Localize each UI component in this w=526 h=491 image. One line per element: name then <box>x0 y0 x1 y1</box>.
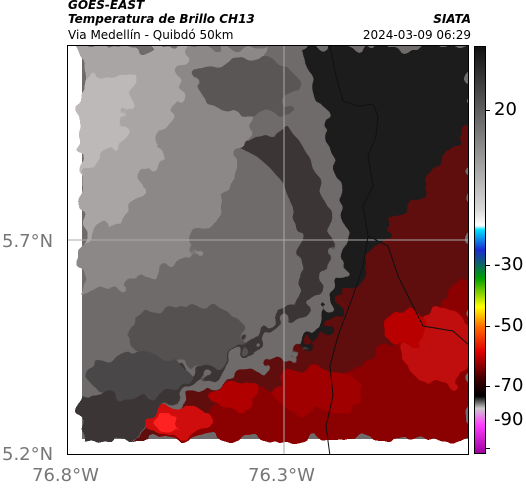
colorbar-tick-label: -90 <box>494 409 524 430</box>
colorbar-tick-label: -30 <box>494 254 524 275</box>
longitude-label: 76.8°W <box>32 465 99 486</box>
colorbar-tick <box>486 265 490 266</box>
colorbar-tick-label: -70 <box>494 375 524 396</box>
brightness-temperature-field <box>68 46 468 454</box>
department-boundary <box>329 46 468 345</box>
product-title: Temperatura de Brillo CH13 <box>68 12 255 26</box>
colorbar-tick <box>486 448 490 449</box>
route-subtitle: Via Medellín - Quibdó 50km <box>68 28 234 42</box>
latitude-label: 5.2°N <box>2 444 54 465</box>
satellite-map <box>67 45 469 455</box>
cloud-temperature-contours <box>82 46 468 439</box>
latitude-label: 5.7°N <box>2 231 54 252</box>
colorbar-tick-label: -50 <box>494 315 524 336</box>
product-source: GOES-EAST <box>68 0 145 12</box>
department-boundary-south <box>325 235 369 454</box>
timestamp-label: 2024-03-09 06:29 <box>362 28 471 42</box>
colorbar <box>474 46 486 454</box>
colorbar-tick <box>486 110 490 111</box>
organization-label: SIATA <box>433 12 471 26</box>
colorbar-tick-label: 20 <box>494 99 517 120</box>
longitude-label: 76.3°W <box>248 465 315 486</box>
colorbar-tick <box>486 326 490 327</box>
colorbar-tick <box>486 386 490 387</box>
